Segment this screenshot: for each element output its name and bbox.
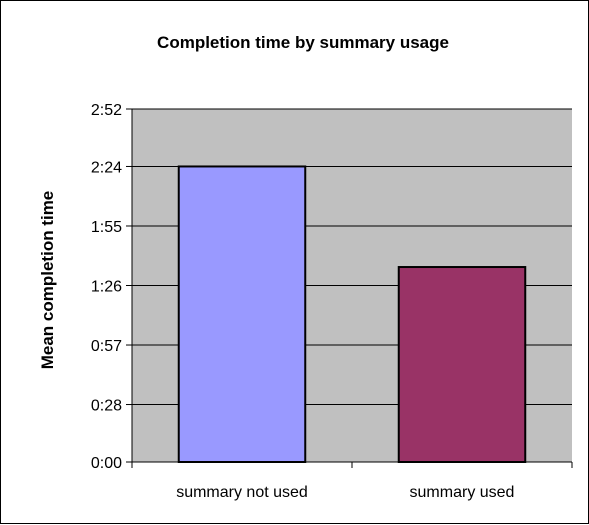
y-tick-label: 2:24: [91, 159, 122, 176]
y-tick-label: 0:57: [91, 338, 122, 355]
x-tick-label: summary not used: [176, 484, 308, 501]
x-tick-labels: summary not used summary used: [176, 484, 514, 501]
y-tick-label: 0:00: [91, 455, 122, 472]
y-tick-label: 2:52: [91, 102, 122, 119]
axes: [126, 108, 573, 468]
y-tick-label: 1:55: [91, 219, 122, 236]
y-tick-label: 1:26: [91, 279, 122, 296]
chart-title: Completion time by summary usage: [157, 33, 449, 52]
bar-summary-used: [397, 266, 527, 464]
y-axis-title: Mean completion time: [38, 191, 57, 370]
bars: [177, 165, 527, 464]
x-tick-label: summary used: [410, 484, 515, 501]
y-tick-labels: 0:00 0:28 0:57 1:26 1:55 2:24 2:52: [91, 102, 122, 472]
bar-summary-not-used: [177, 165, 307, 463]
y-tick-label: 0:28: [91, 398, 122, 415]
